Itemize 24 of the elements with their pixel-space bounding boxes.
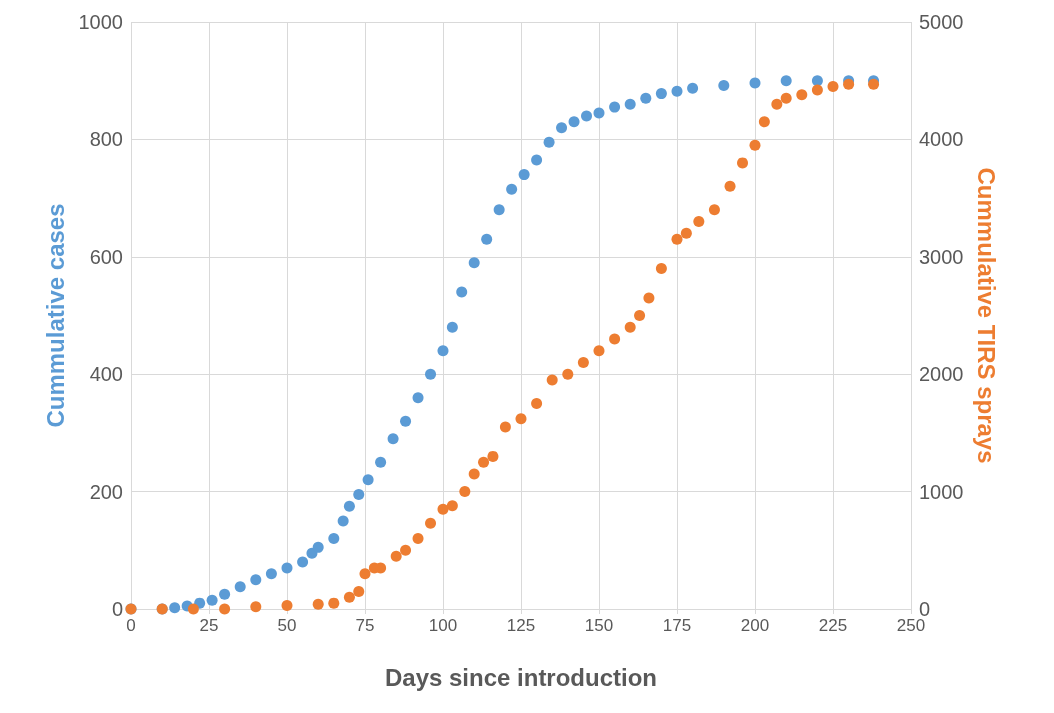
x-tick-label: 50 xyxy=(277,616,297,635)
y2-tick-label: 2000 xyxy=(919,363,964,386)
x-tick-label: 200 xyxy=(740,616,770,635)
y-tick-label: 800 xyxy=(89,128,123,151)
y2-tick-label: 1000 xyxy=(919,480,964,503)
y-tick-label: 1000 xyxy=(78,11,123,33)
x-tick-label: 150 xyxy=(584,616,614,635)
x-axis-title: Days since introduction xyxy=(384,663,658,691)
x-tick-label: 225 xyxy=(818,616,848,635)
y-tick-label: 600 xyxy=(89,245,123,268)
x-tick-label: 75 xyxy=(355,616,375,635)
y2-tick-label: 5000 xyxy=(919,11,964,33)
y2-axis-title: Cummulative TIRS sprays xyxy=(972,167,1000,464)
x-tick-label: 125 xyxy=(506,616,536,635)
y-tick-label: 0 xyxy=(111,598,123,620)
x-tick-label: 100 xyxy=(428,616,458,635)
y-tick-label: 200 xyxy=(89,480,123,503)
y-axis-title: Cummulative cases xyxy=(42,203,70,428)
x-tick-label: 25 xyxy=(199,616,219,635)
x-tick-label: 175 xyxy=(662,616,692,635)
y-tick-label: 400 xyxy=(89,363,123,386)
x-tick-label: 0 xyxy=(126,616,136,635)
y2-tick-label: 4000 xyxy=(919,128,964,151)
y2-tick-label: 3000 xyxy=(919,245,964,268)
